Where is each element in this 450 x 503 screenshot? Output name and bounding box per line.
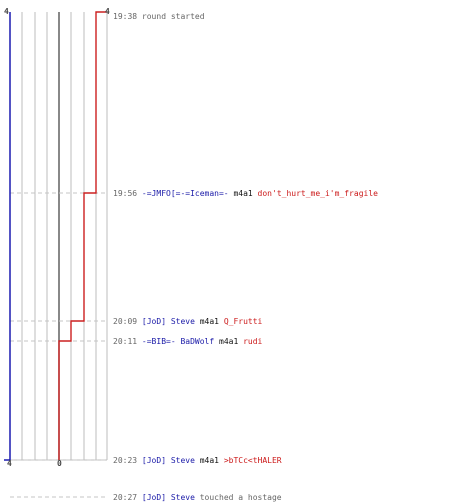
timeline-grid — [10, 12, 108, 461]
event-weapon: m4a1 — [219, 337, 239, 346]
event-actor: [JoD] Steve — [141, 493, 195, 502]
event-victim: rudi — [243, 337, 263, 346]
event-killer: -=JMFO[=-=Iceman=- — [141, 189, 229, 198]
event-killer: [JoD] Steve — [141, 456, 195, 465]
event-time: 20:23 — [113, 456, 138, 465]
event-weapon: m4a1 — [199, 456, 219, 465]
event-killer: -=BIB=- BaDWolf — [141, 337, 215, 346]
red-series-start-label: 0 — [57, 459, 62, 468]
event-row-kill: 20:23 [JoD] Steve m4a1 >bTCc<tHALER — [113, 456, 282, 466]
event-time: 19:56 — [113, 189, 138, 198]
event-message: round started — [141, 12, 205, 21]
event-row-kill: 19:56 -=JMFO[=-=Iceman=- m4a1 don't_hurt… — [113, 189, 378, 199]
event-time: 20:11 — [113, 337, 138, 346]
event-row-kill: 20:09 [JoD] Steve m4a1 Q_Frutti — [113, 317, 262, 327]
event-time: 20:09 — [113, 317, 138, 326]
series-lines — [4, 11, 107, 461]
red-series-line — [58, 11, 107, 460]
right-axis-top-label: 4 — [105, 7, 110, 16]
event-victim: >bTCc<tHALER — [223, 456, 282, 465]
event-victim: Q_Frutti — [223, 317, 263, 326]
event-time: 19:38 — [113, 12, 138, 21]
left-axis-bottom-label: 4 — [7, 459, 12, 468]
event-message: touched a hostage — [199, 493, 282, 502]
event-victim: don't_hurt_me_i'm_fragile — [257, 189, 378, 198]
event-killer: [JoD] Steve — [141, 317, 195, 326]
event-weapon: m4a1 — [199, 317, 219, 326]
event-weapon: m4a1 — [233, 189, 253, 198]
event-row-hostage: 20:27 [JoD] Steve touched a hostage — [113, 493, 282, 503]
event-row-round-start: 19:38 round started — [113, 12, 205, 22]
event-row-kill: 20:11 -=BIB=- BaDWolf m4a1 rudi — [113, 337, 262, 347]
event-time: 20:27 — [113, 493, 138, 502]
left-axis-top-label: 4 — [4, 7, 9, 16]
